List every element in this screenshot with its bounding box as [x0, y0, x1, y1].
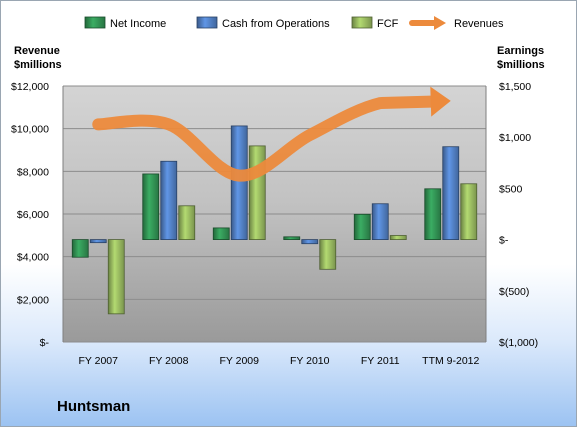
right-tick-label: $(500)	[499, 286, 529, 298]
legend-arrowhead	[434, 16, 446, 30]
right-tick-label: $-	[499, 235, 509, 247]
left-tick-label: $8,000	[17, 166, 49, 178]
left-tick-label: $6,000	[17, 209, 49, 221]
x-tick-label: TTM 9-2012	[422, 355, 479, 367]
revenues-line	[92, 95, 437, 182]
right-tick-label: $500	[499, 183, 523, 195]
legend-swatch-cash-from-operations	[196, 16, 218, 29]
left-tick-label: $4,000	[17, 252, 49, 264]
legend-label: Net Income	[110, 18, 166, 30]
bar-net-income	[424, 188, 442, 241]
legend-label: Revenues	[454, 18, 504, 30]
right-tick-label: $(1,000)	[499, 337, 538, 349]
revenues-arrowhead	[430, 86, 451, 117]
left-tick-label: $2,000	[17, 294, 49, 306]
bar-net-income	[283, 236, 301, 241]
bar-fcf	[248, 145, 266, 241]
left-tick-label: $-	[40, 337, 50, 349]
left-axis-title: Revenue $millions	[14, 45, 62, 71]
bar-cash-from-operations	[442, 146, 460, 241]
bar-cash-from-operations	[160, 160, 178, 241]
left-tick-label: $10,000	[11, 124, 49, 136]
x-tick-label: FY 2010	[290, 355, 330, 367]
company-name: Huntsman	[57, 398, 131, 415]
bar-fcf	[107, 239, 125, 315]
legend-swatch-net-income	[84, 16, 106, 29]
legend-swatch-fcf	[351, 16, 373, 29]
bar-fcf	[389, 235, 407, 240]
legend-label: Cash from Operations	[222, 18, 330, 30]
bar-cash-from-operations	[230, 125, 248, 240]
legend-label: FCF	[377, 18, 399, 30]
left-tick-label: $12,000	[11, 81, 49, 93]
bar-cash-from-operations	[371, 203, 389, 240]
right-tick-label: $1,500	[499, 81, 531, 93]
right-axis-title: Earnings $millions	[497, 45, 545, 71]
right-tick-label: $1,000	[499, 132, 531, 144]
bar-cash-from-operations	[301, 239, 319, 245]
bar-net-income	[71, 239, 89, 258]
x-tick-label: FY 2011	[361, 355, 400, 367]
x-tick-label: FY 2007	[78, 355, 118, 367]
bar-fcf	[319, 239, 337, 270]
bar-net-income	[212, 227, 230, 241]
x-tick-label: FY 2009	[219, 355, 259, 367]
bar-cash-from-operations	[89, 239, 107, 244]
bar-fcf	[460, 183, 478, 241]
bar-net-income	[353, 213, 371, 241]
bar-net-income	[142, 173, 160, 240]
bar-fcf	[178, 205, 196, 240]
x-tick-label: FY 2008	[149, 355, 189, 367]
